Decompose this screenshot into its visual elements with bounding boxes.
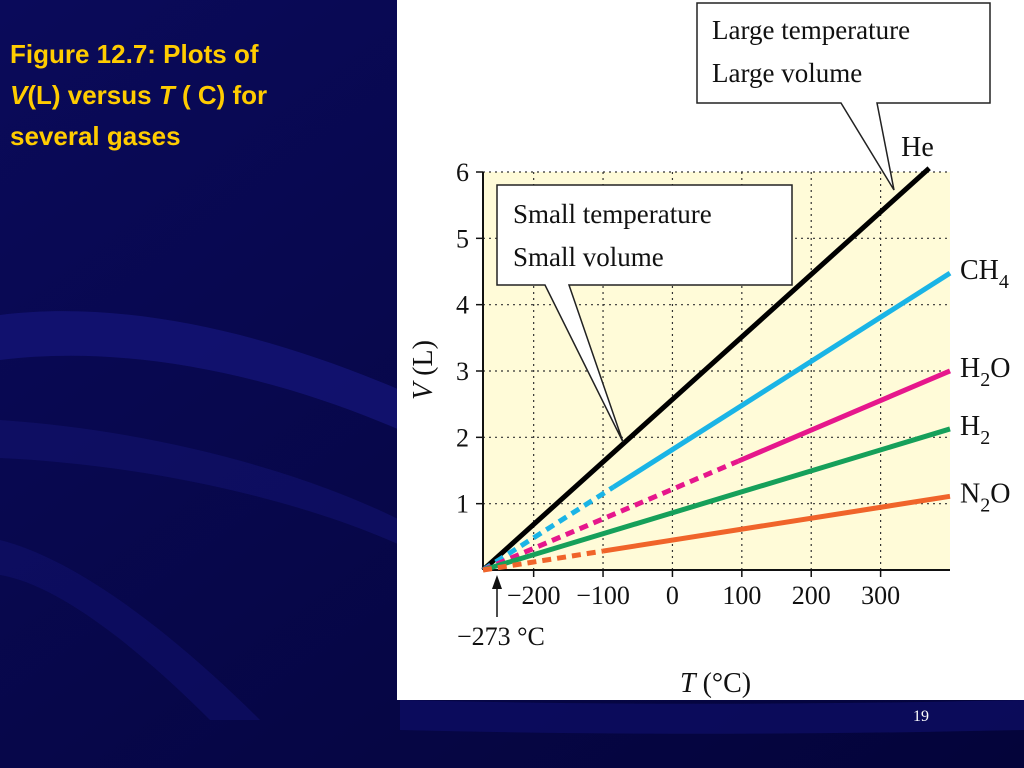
y-tick-label: 2 xyxy=(456,423,469,452)
data-series xyxy=(481,166,952,573)
series-label-h2: H2 xyxy=(960,411,990,449)
y-axis-variable: V xyxy=(408,380,439,400)
series-h2-line xyxy=(482,426,951,573)
series-h2o-measured xyxy=(737,368,951,464)
series-label-main: CH xyxy=(960,255,999,286)
y-tick-label: 6 xyxy=(456,158,469,187)
series-ch4-measured xyxy=(612,271,952,490)
series-he-line xyxy=(481,166,931,572)
series-h2o-extrapolated xyxy=(482,458,740,573)
series-n2o-extrapolated xyxy=(482,548,604,573)
series-label-h2o: H2O xyxy=(960,353,1010,391)
callout-large: Large temperature Large volume xyxy=(696,2,991,191)
caption-line-2: V(L) versus T ( C) for xyxy=(10,75,380,116)
x-tick-label: 200 xyxy=(792,581,831,610)
y-tick-label: 1 xyxy=(456,490,469,519)
y-axis-label: V (L) xyxy=(408,340,439,400)
x-tick-label: −200 xyxy=(507,581,561,610)
caption-line-1: Figure 12.7: Plots of xyxy=(10,39,259,69)
series-label-subscript: 4 xyxy=(999,271,1009,293)
caption-unit: ( C) for xyxy=(174,80,268,110)
callout-small-line-2: Small volume xyxy=(513,242,664,272)
series-label-ch4: CH4 xyxy=(960,255,1009,293)
y-tick-label: 5 xyxy=(456,224,469,253)
caption-line-3: several gases xyxy=(10,121,181,151)
x-axis-variable: T xyxy=(680,668,698,699)
x-axis-label: T (°C) xyxy=(680,668,751,699)
series-n2o-measured xyxy=(602,493,951,554)
callout-small-line-1: Small temperature xyxy=(513,199,712,229)
x-axis-unit: (°C) xyxy=(696,668,752,699)
series-label-n2o: N2O xyxy=(960,478,1010,516)
series-label-main: H xyxy=(960,353,980,384)
y-tick-label: 4 xyxy=(456,291,469,320)
series-label-tail: O xyxy=(990,353,1010,384)
x-tick-label: 0 xyxy=(666,581,679,610)
series-label-subscript: 2 xyxy=(980,369,990,391)
caption-variable-t: T xyxy=(158,80,175,110)
y-axis-unit: (L) xyxy=(408,340,439,383)
callout-large-box xyxy=(696,2,991,191)
callout-small: Small temperature Small volume xyxy=(496,184,793,443)
absolute-zero-label: −273 °C xyxy=(457,622,545,651)
series-label-subscript: 2 xyxy=(980,427,990,449)
absolute-zero-arrowhead xyxy=(492,575,502,589)
figure-caption: Figure 12.7: Plots of V(L) versus T ( C)… xyxy=(10,34,380,157)
series-label-tail: O xyxy=(990,478,1010,509)
page-number: 19 xyxy=(913,708,929,725)
series-label-he: He xyxy=(901,132,934,163)
series-ch4-extrapolated xyxy=(481,484,615,573)
series-label-main: N xyxy=(960,478,980,509)
callout-large-line-1: Large temperature xyxy=(712,15,910,45)
caption-versus: (L) versus xyxy=(27,80,159,110)
tick-labels: −200 −100 0 100 200 300 1 2 3 4 5 6 xyxy=(456,158,900,610)
series-label-main: He xyxy=(901,132,934,163)
caption-variable-v: V xyxy=(10,80,28,110)
chart-panel: −200 −100 0 100 200 300 1 2 3 4 5 6 He CH4 H2O H2 N2O L… xyxy=(397,0,1024,700)
series-label-subscript: 2 xyxy=(980,494,990,516)
series-label-main: H xyxy=(960,411,980,442)
y-tick-label: 3 xyxy=(456,357,469,386)
absolute-zero-marker: −273 °C xyxy=(457,575,545,651)
x-tick-label: 100 xyxy=(722,581,761,610)
x-tick-label: 300 xyxy=(861,581,900,610)
callout-large-line-2: Large volume xyxy=(712,58,862,88)
x-tick-label: −100 xyxy=(576,581,630,610)
callout-small-box xyxy=(496,184,793,443)
